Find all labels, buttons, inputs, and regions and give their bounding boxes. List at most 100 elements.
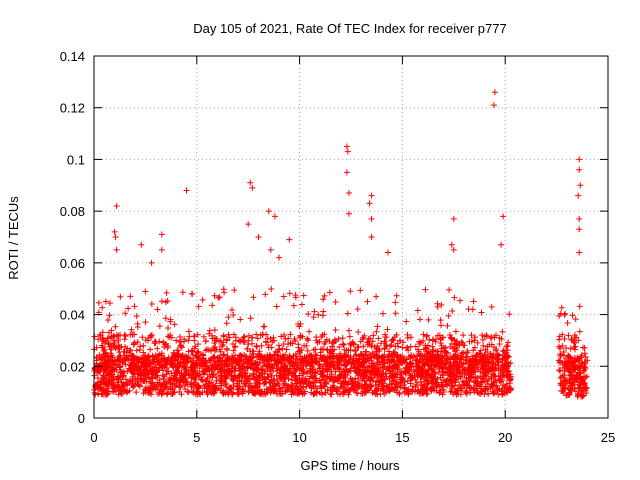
data-point — [482, 356, 489, 363]
data-point — [355, 328, 362, 335]
data-point-outlier — [344, 148, 351, 155]
data-point — [304, 335, 311, 342]
data-point — [505, 353, 512, 360]
data-point — [563, 344, 570, 351]
data-point — [405, 391, 412, 398]
data-point — [344, 310, 351, 317]
data-point — [308, 385, 315, 392]
data-point — [287, 331, 294, 338]
data-point — [276, 372, 283, 379]
data-point — [408, 388, 415, 395]
data-point — [566, 371, 573, 378]
data-point — [397, 380, 404, 387]
data-point — [460, 360, 467, 367]
data-point — [450, 345, 457, 352]
data-point — [195, 384, 202, 391]
data-point — [244, 345, 251, 352]
data-point — [212, 386, 219, 393]
data-point — [329, 340, 336, 347]
data-point — [393, 386, 400, 393]
data-point — [258, 367, 265, 374]
data-point — [477, 347, 484, 354]
data-point — [348, 384, 355, 391]
data-point — [412, 376, 419, 383]
data-point — [330, 382, 337, 389]
data-point — [256, 359, 263, 366]
data-point — [110, 374, 117, 381]
data-point — [501, 388, 508, 395]
data-point — [231, 359, 238, 366]
data-point — [417, 316, 424, 323]
data-point — [199, 389, 206, 396]
data-point — [239, 353, 246, 360]
data-point — [295, 386, 302, 393]
data-point — [271, 380, 278, 387]
data-point — [482, 387, 489, 394]
data-point-outlier — [576, 156, 583, 163]
data-point — [310, 314, 317, 321]
data-point — [147, 332, 154, 339]
data-point — [118, 390, 125, 397]
data-point-outlier — [576, 215, 583, 222]
data-point — [168, 370, 175, 377]
data-point — [295, 321, 302, 328]
data-point — [370, 332, 377, 339]
data-point — [370, 365, 377, 372]
data-point — [228, 369, 235, 376]
data-point — [234, 378, 241, 385]
data-point — [249, 348, 256, 355]
data-point — [260, 354, 267, 361]
data-point — [346, 333, 353, 340]
data-point — [321, 361, 328, 368]
data-point-outlier — [575, 192, 582, 199]
data-point — [216, 294, 223, 301]
data-point-outlier — [450, 215, 457, 222]
data-point — [286, 369, 293, 376]
data-point — [330, 376, 337, 383]
data-point — [202, 338, 209, 345]
data-point — [282, 365, 289, 372]
data-point-outlier — [345, 190, 352, 197]
x-axis-label: GPS time / hours — [301, 458, 400, 473]
data-point — [138, 375, 145, 382]
data-point — [406, 353, 413, 360]
data-point — [125, 365, 132, 372]
data-point — [280, 353, 287, 360]
data-point — [260, 356, 267, 363]
data-point — [269, 339, 276, 346]
data-point — [129, 370, 136, 377]
data-point — [220, 332, 227, 339]
data-point — [556, 367, 563, 374]
data-point — [377, 378, 384, 385]
data-point — [253, 375, 260, 382]
data-point — [487, 364, 494, 371]
data-point — [191, 369, 198, 376]
data-point — [95, 367, 102, 374]
data-point — [332, 327, 339, 334]
data-point — [322, 357, 329, 364]
data-point — [427, 363, 434, 370]
data-point — [137, 376, 144, 383]
data-point — [128, 359, 135, 366]
data-point — [437, 335, 444, 342]
data-point — [174, 347, 181, 354]
data-point — [110, 342, 117, 349]
data-point — [496, 376, 503, 383]
data-point — [293, 366, 300, 373]
data-point — [555, 343, 562, 350]
data-point — [299, 391, 306, 398]
data-point — [239, 373, 246, 380]
data-point — [176, 388, 183, 395]
data-point-outlier — [249, 184, 256, 191]
data-point — [420, 331, 427, 338]
data-point — [242, 376, 249, 383]
data-point — [340, 384, 347, 391]
data-point — [192, 379, 199, 386]
data-point — [137, 343, 144, 350]
data-point — [326, 338, 333, 345]
data-point — [281, 368, 288, 375]
data-point — [306, 328, 313, 335]
data-point — [188, 364, 195, 371]
data-point — [444, 350, 451, 357]
data-point — [366, 351, 373, 358]
